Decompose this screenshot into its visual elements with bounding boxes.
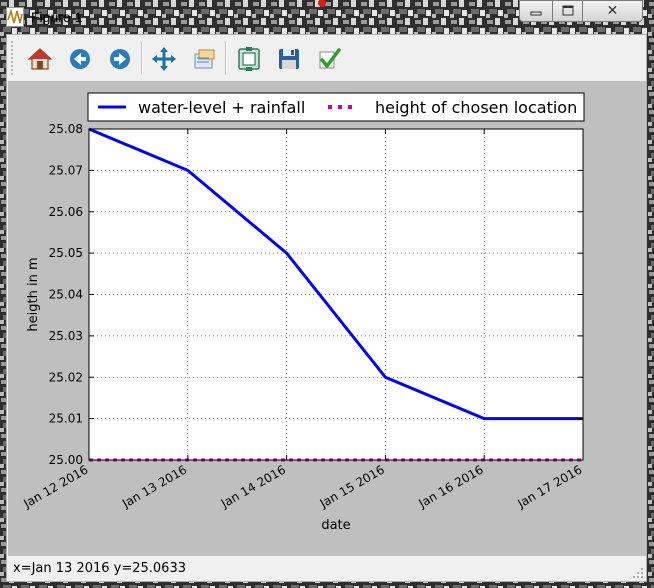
toolbar-separator <box>141 41 143 75</box>
toolbar-separator <box>225 41 227 75</box>
figure-app-icon <box>6 7 24 27</box>
close-icon: ✕ <box>606 3 619 19</box>
y-tick-label: 25.08 <box>49 122 83 136</box>
home-button[interactable] <box>24 43 56 75</box>
save-button[interactable] <box>273 43 305 75</box>
home-icon <box>27 48 53 70</box>
x-tick-label: Jan 14 2016 <box>218 462 288 511</box>
pan-button[interactable] <box>148 43 180 75</box>
subplots-button[interactable] <box>233 43 265 75</box>
forward-button[interactable] <box>104 43 136 75</box>
line-chart[interactable]: 25.00 25.01 25.02 25.03 25.04 25.05 25.06 25.07… <box>8 81 646 556</box>
close-button[interactable]: ✕ <box>583 0 643 22</box>
plot-area[interactable] <box>89 129 583 460</box>
zoom-button[interactable] <box>188 43 220 75</box>
edit-check-icon <box>319 48 341 69</box>
window-controls: ✕ <box>519 0 643 22</box>
y-tick-label: 25.07 <box>49 163 83 177</box>
back-button[interactable] <box>64 43 96 75</box>
y-tick-label: 25.05 <box>49 246 83 260</box>
window-title: Figure 1 <box>31 9 83 25</box>
back-icon <box>70 49 90 69</box>
figure-canvas[interactable]: 25.00 25.01 25.02 25.03 25.04 25.05 25.06 25.07… <box>8 81 646 556</box>
x-tick-label: Jan 12 2016 <box>20 462 90 511</box>
maximize-button[interactable] <box>553 0 583 22</box>
y-tick-label: 25.00 <box>49 453 83 467</box>
maximize-icon <box>562 5 573 16</box>
subplots-icon <box>238 47 260 71</box>
legend-box <box>87 92 585 122</box>
minimize-icon <box>530 11 542 16</box>
minimize-button[interactable] <box>519 0 553 22</box>
y-tick-label: 25.06 <box>49 205 83 219</box>
toolbar-grip[interactable] <box>11 41 15 75</box>
legend-label: height of chosen location <box>375 98 577 117</box>
cursor-coordinates: x=Jan 13 2016 y=25.0633 <box>13 561 186 576</box>
pan-icon <box>152 47 176 71</box>
status-bar: x=Jan 13 2016 y=25.0633 <box>7 556 646 581</box>
series-line-water-level[interactable] <box>88 127 583 421</box>
x-tick-label: Jan 13 2016 <box>119 462 189 511</box>
navigation-toolbar <box>7 35 646 81</box>
y-tick-label: 25.02 <box>49 370 83 384</box>
forward-icon <box>110 49 130 69</box>
figure-window: 25.00 25.01 25.02 25.03 25.04 25.05 25.06 25.07… <box>6 34 647 582</box>
edit-parameters-button[interactable] <box>313 43 345 75</box>
y-tick-label: 25.04 <box>49 288 83 302</box>
y-axis-label: heigth in m <box>26 257 41 331</box>
x-tick-label: Jan 16 2016 <box>416 462 486 511</box>
zoom-icon <box>194 49 215 69</box>
x-tick-label: Jan 17 2016 <box>514 462 584 511</box>
window-titlebar[interactable]: Figure 1 ✕ <box>0 0 654 34</box>
resize-grip-icon[interactable] <box>632 567 644 579</box>
legend-label: water-level + rainfall <box>138 98 305 117</box>
x-tick-label: Jan 15 2016 <box>317 462 387 511</box>
x-axis-label: date <box>321 518 350 533</box>
save-icon <box>279 49 299 69</box>
y-tick-label: 25.01 <box>49 412 83 426</box>
y-tick-label: 25.03 <box>49 329 83 343</box>
